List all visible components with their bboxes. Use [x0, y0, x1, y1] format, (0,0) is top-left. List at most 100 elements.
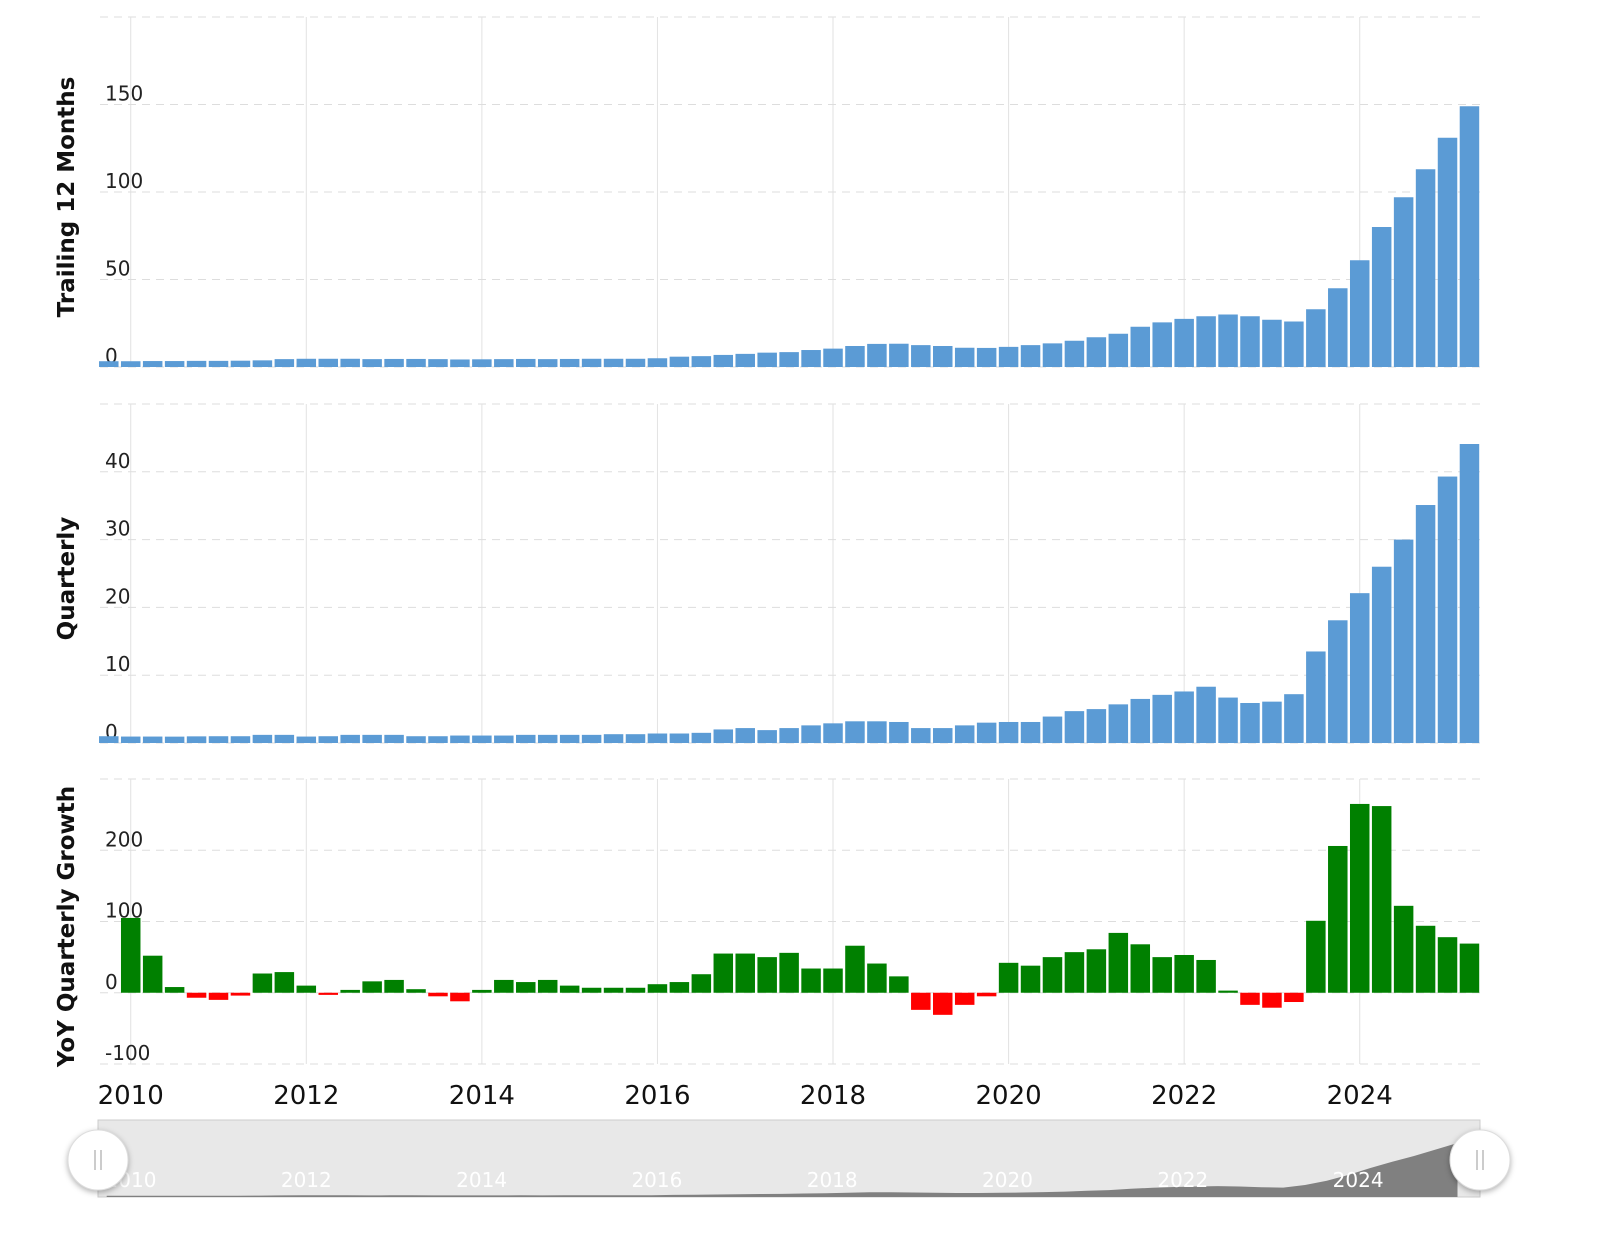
bar	[1437, 476, 1458, 743]
bar	[625, 987, 646, 993]
bar	[99, 361, 119, 367]
bar	[691, 732, 712, 743]
bar	[164, 361, 185, 367]
bar	[1064, 340, 1085, 367]
bar	[559, 985, 580, 993]
x-tick-label: 2016	[624, 1081, 690, 1111]
bar	[603, 358, 624, 367]
bar	[274, 359, 295, 367]
bar	[1349, 260, 1370, 367]
bar	[581, 358, 602, 367]
bar	[362, 734, 382, 743]
bar	[1393, 539, 1414, 743]
bar	[823, 348, 843, 367]
bar	[976, 722, 997, 743]
y-tick-label: 150	[105, 82, 143, 106]
bar	[801, 725, 821, 743]
bar	[406, 989, 426, 993]
bar	[472, 735, 492, 743]
bar	[779, 352, 799, 367]
bar	[1020, 345, 1041, 367]
bar	[932, 346, 953, 367]
navigator-label: 2012	[281, 1168, 332, 1192]
bar	[1064, 952, 1085, 993]
bar	[932, 992, 953, 1015]
bar	[1328, 288, 1348, 367]
bar	[1086, 709, 1107, 743]
y-axis-title: Quarterly	[54, 517, 80, 641]
bar	[669, 356, 690, 367]
bar	[889, 976, 909, 993]
bar	[691, 974, 712, 993]
x-tick-label: 2010	[98, 1081, 164, 1111]
bar	[1240, 316, 1260, 367]
bar	[757, 352, 777, 367]
navigator-label: 2014	[456, 1168, 507, 1192]
x-tick-label: 2024	[1327, 1081, 1393, 1111]
bar	[1349, 593, 1370, 743]
bar	[1328, 620, 1348, 743]
bar	[1284, 992, 1304, 1003]
bar	[911, 992, 931, 1010]
bar	[1152, 957, 1172, 993]
bar	[954, 725, 975, 743]
bar	[1393, 905, 1414, 993]
bar	[954, 347, 975, 367]
bar	[603, 987, 624, 993]
bar	[384, 979, 404, 993]
bar	[340, 989, 360, 993]
bar	[516, 982, 536, 993]
y-tick-label: -100	[105, 1041, 150, 1065]
bar	[384, 734, 404, 743]
bar	[208, 992, 229, 1000]
x-tick-label: 2012	[273, 1081, 339, 1111]
y-tick-label: 40	[105, 449, 130, 473]
bar	[537, 359, 558, 367]
bar	[1328, 845, 1348, 993]
bar	[120, 917, 141, 993]
bar	[1371, 806, 1392, 993]
bar	[1086, 337, 1107, 367]
y-tick-label: 200	[105, 827, 143, 851]
bar	[691, 356, 712, 367]
y-tick-label: 0	[105, 970, 118, 994]
navigator-label: 2022	[1157, 1168, 1208, 1192]
bar	[1306, 309, 1326, 367]
x-tick-label: 2020	[976, 1081, 1042, 1111]
bar	[1240, 702, 1260, 743]
bar	[1108, 932, 1129, 993]
bar	[1371, 566, 1392, 743]
navigator-label: 2016	[631, 1168, 682, 1192]
bar	[867, 721, 887, 743]
bar	[625, 734, 646, 743]
bar	[647, 984, 668, 993]
navigator-handle[interactable]	[1449, 1129, 1511, 1191]
bar	[911, 345, 931, 367]
bar	[1240, 992, 1260, 1005]
bar	[713, 354, 734, 367]
bar	[1459, 943, 1480, 993]
bar	[472, 989, 492, 993]
bar	[318, 736, 338, 743]
bar	[823, 968, 843, 993]
bar	[1196, 959, 1216, 993]
bar	[1196, 316, 1216, 367]
navigator-handle[interactable]	[67, 1129, 129, 1191]
bar	[230, 736, 251, 743]
bar	[142, 361, 163, 367]
bar	[998, 962, 1019, 993]
bar	[954, 992, 975, 1005]
bar	[494, 979, 514, 993]
bar	[889, 343, 909, 367]
bar	[142, 736, 163, 743]
bar	[537, 979, 558, 993]
bar	[296, 358, 317, 367]
navigator-label: 2024	[1333, 1168, 1384, 1192]
navigator-content: 2010 2012 2014 2016 2018 2020 2022 2024	[67, 1129, 1511, 1197]
bar	[450, 359, 470, 367]
bar	[406, 358, 426, 367]
bar	[1415, 925, 1436, 993]
bar	[735, 728, 755, 743]
bar	[472, 359, 492, 367]
bar	[494, 735, 514, 743]
